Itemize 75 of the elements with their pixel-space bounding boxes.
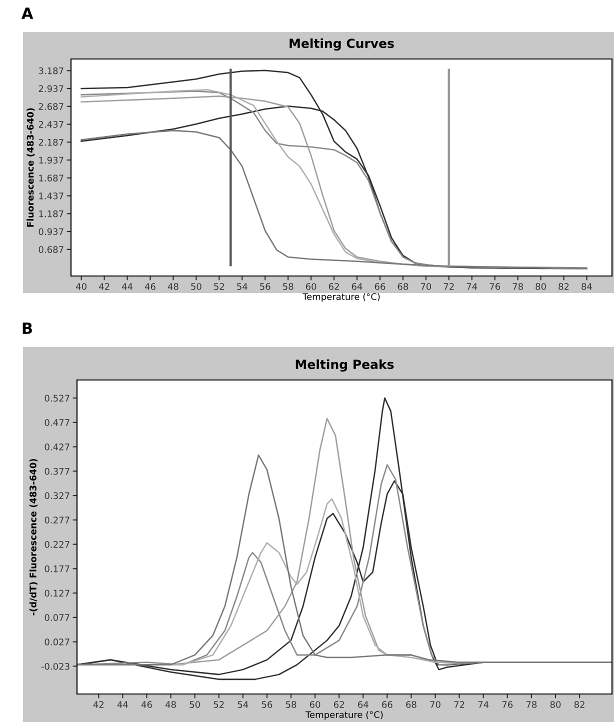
y-tick-label: 2.187 — [38, 138, 64, 146]
text: A — [21, 8, 34, 19]
y-tick-label: 0.477 — [44, 419, 70, 426]
y-tick-label: 0.327 — [44, 492, 70, 500]
x-tick-label: 72 — [444, 283, 454, 290]
y-tick-label: 0.127 — [44, 590, 70, 597]
x-tick-label: 66 — [382, 701, 392, 708]
y-tick-label: 0.177 — [44, 565, 70, 572]
x-tick-label: 40 — [76, 283, 86, 290]
x-tick-label: 56 — [260, 283, 270, 290]
y-tick-label: 0.277 — [44, 516, 70, 524]
y-tick-label: 0.027 — [44, 638, 70, 646]
x-tick-label: 62 — [328, 283, 339, 290]
x-tick-label: 80 — [550, 701, 561, 708]
y-tick-label: 2.437 — [38, 121, 64, 128]
y-tick-label: 2.687 — [38, 103, 64, 110]
x-tick-label: 66 — [374, 283, 386, 290]
x-tick-label: 84 — [582, 283, 592, 290]
x-tick-label: 60 — [310, 701, 320, 708]
x-tick-label: 52 — [214, 283, 224, 290]
x-tick-label: 78 — [512, 283, 523, 290]
x-axis-title: Temperature (°C) — [302, 293, 380, 302]
x-tick-label: 50 — [190, 701, 200, 708]
y-tick-label: 0.427 — [44, 444, 70, 450]
y-tick-label: 0.687 — [38, 246, 64, 253]
x-tick-label: 54 — [237, 283, 248, 290]
x-tick-label: 74 — [466, 283, 478, 290]
x-tick-label: 56 — [262, 701, 272, 708]
x-tick-label: 82 — [558, 283, 569, 290]
x-tick-label: 48 — [165, 701, 176, 708]
x-tick-label: 70 — [420, 283, 432, 290]
y-tick-label: -0.023 — [41, 662, 70, 670]
x-tick-label: 62 — [334, 701, 344, 708]
x-tick-label: 46 — [144, 283, 156, 290]
x-tick-label: 78 — [526, 701, 537, 708]
x-tick-label: 58 — [286, 701, 296, 708]
x-tick-label: 64 — [358, 701, 368, 708]
y-tick-label: 0.527 — [44, 394, 70, 402]
x-tick-label: 82 — [574, 701, 584, 708]
x-tick-label: 64 — [352, 283, 362, 290]
x-tick-label: 50 — [191, 283, 202, 290]
x-tick-label: 44 — [122, 283, 133, 290]
y-tick-label: 1.937 — [39, 156, 64, 164]
chart-title: Melting Curves — [290, 38, 394, 51]
x-tick-label: 42 — [93, 701, 104, 708]
x-tick-label: 80 — [536, 283, 546, 290]
x-tick-label: 70 — [430, 701, 440, 708]
chart-title: Melting Peaks — [296, 359, 394, 372]
y-tick-label: 1.187 — [39, 210, 64, 218]
y-axis-title: -(d/dT) Fluorescence (483-640) — [29, 458, 38, 616]
y-tick-label: 2.937 — [38, 85, 64, 92]
y-tick-label: 0.937 — [38, 228, 64, 236]
x-tick-label: 68 — [398, 283, 408, 290]
x-tick-label: 76 — [502, 701, 513, 708]
x-tick-label: 44 — [117, 701, 128, 708]
text: B — [22, 322, 32, 334]
x-tick-label: 74 — [478, 701, 489, 708]
x-tick-label: 48 — [168, 283, 178, 290]
x-axis-title: Temperature (°C) — [306, 711, 383, 720]
x-tick-label: 76 — [490, 283, 500, 290]
x-tick-label: 42 — [99, 283, 110, 290]
x-tick-label: 58 — [283, 283, 294, 290]
x-tick-label: 54 — [238, 701, 248, 708]
y-tick-label: 3.187 — [38, 67, 64, 74]
y-tick-label: 0.077 — [44, 614, 70, 622]
x-tick-label: 46 — [141, 701, 152, 708]
x-tick-label: 60 — [306, 283, 316, 290]
y-axis-title: Fluorescence (483-640) — [26, 108, 35, 227]
x-tick-label: 52 — [214, 701, 224, 708]
y-tick-label: 1.687 — [39, 174, 64, 182]
x-tick-label: 68 — [406, 701, 416, 708]
y-tick-label: 0.227 — [44, 541, 70, 548]
y-tick-label: 1.437 — [39, 192, 64, 200]
x-tick-label: 72 — [454, 701, 464, 708]
y-tick-label: 0.377 — [44, 468, 70, 475]
